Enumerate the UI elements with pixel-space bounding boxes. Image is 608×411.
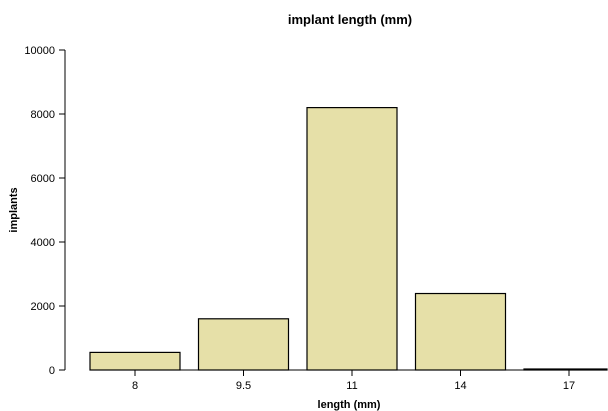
y-axis-label: implants <box>8 187 20 232</box>
y-tick-label: 10000 <box>24 45 55 57</box>
x-axis: 8 9.5 11 14 17 <box>132 369 575 392</box>
bar <box>306 106 398 371</box>
x-tick-label: 14 <box>454 380 466 392</box>
x-axis-label: length (mm) <box>318 399 381 411</box>
chart-title: implant length (mm) <box>288 12 412 27</box>
y-tick-label: 2000 <box>31 301 55 313</box>
x-tick-label: 9.5 <box>236 380 251 392</box>
x-tick-label: 17 <box>563 380 575 392</box>
bar <box>89 351 181 371</box>
bar <box>414 292 507 371</box>
bar <box>197 318 290 371</box>
y-tick-label: 8000 <box>31 109 55 121</box>
bars <box>89 106 608 371</box>
bar <box>523 368 608 371</box>
y-tick-label: 0 <box>49 365 55 377</box>
x-tick-label: 8 <box>132 380 138 392</box>
x-tick-label: 11 <box>346 380 357 392</box>
y-axis: 0 2000 4000 6000 8000 10000 <box>24 45 66 377</box>
y-tick-label: 4000 <box>31 237 55 249</box>
y-tick-label: 6000 <box>31 173 55 185</box>
